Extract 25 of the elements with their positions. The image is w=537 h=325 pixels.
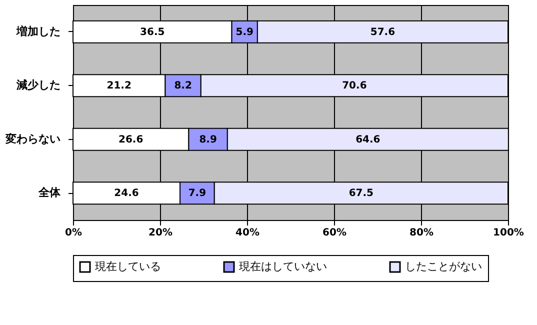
y-tick-label: 増加した bbox=[16, 24, 60, 38]
legend-label: 現在はしていない bbox=[239, 260, 327, 273]
legend-label: 現在している bbox=[95, 260, 161, 273]
data-label: 64.6 bbox=[356, 134, 380, 146]
x-tick-label: 100% bbox=[493, 228, 524, 238]
data-label: 70.6 bbox=[342, 80, 367, 92]
data-label: 36.5 bbox=[140, 26, 165, 38]
data-label: 5.9 bbox=[236, 26, 254, 38]
x-tick-label: 40% bbox=[236, 228, 260, 238]
data-label: 57.6 bbox=[370, 26, 396, 38]
legend-label: したことがない bbox=[405, 260, 482, 273]
data-label: 26.6 bbox=[118, 134, 144, 146]
data-label: 8.9 bbox=[199, 134, 217, 146]
x-tick-label: 80% bbox=[410, 228, 434, 238]
x-tick-label: 0% bbox=[65, 228, 82, 238]
data-label: 21.2 bbox=[106, 80, 132, 92]
y-tick-label: 全体 bbox=[38, 186, 62, 200]
x-tick-label: 20% bbox=[148, 228, 172, 238]
x-tick-label: 60% bbox=[322, 228, 346, 238]
y-tick-label: 変わらない bbox=[4, 132, 60, 146]
y-tick-label: 減少した bbox=[16, 78, 60, 92]
data-label: 67.5 bbox=[348, 188, 374, 200]
data-label: 8.2 bbox=[174, 80, 192, 92]
data-label: 24.6 bbox=[114, 188, 139, 200]
data-label: 7.9 bbox=[188, 188, 206, 200]
